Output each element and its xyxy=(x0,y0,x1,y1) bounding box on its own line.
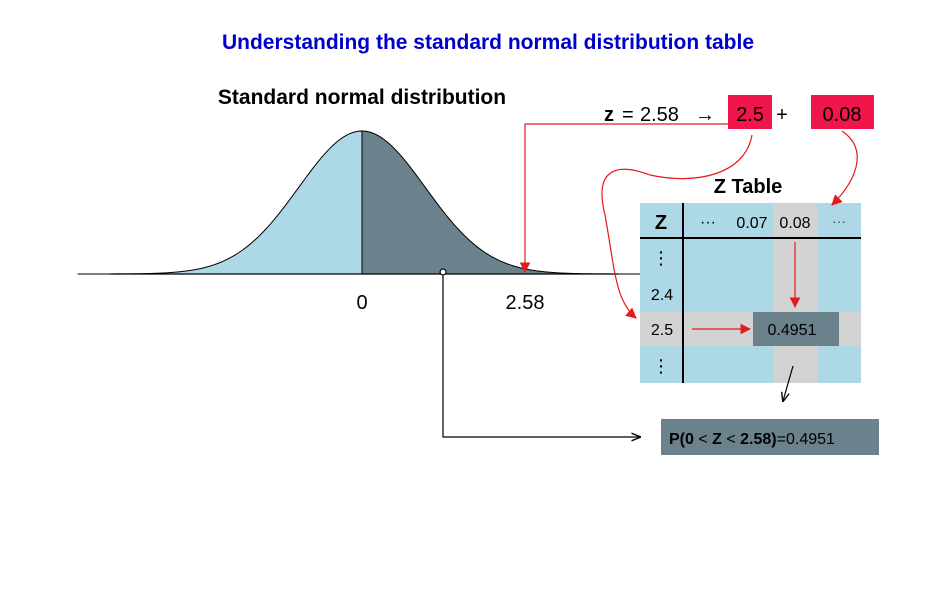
row-part-label: 2.5 xyxy=(736,104,764,126)
ztable-row-2-4: 2.4 xyxy=(651,287,673,304)
z-equation: z = 2.58 → xyxy=(604,104,715,126)
curve-right-area xyxy=(362,131,647,274)
result-text: P(0 < Z < 2.58)=0.4951 xyxy=(669,431,835,448)
z-value: 2.58 xyxy=(640,104,679,126)
result-box xyxy=(661,419,879,455)
z-to-curve-arrow xyxy=(519,123,728,274)
curve-title: Standard normal distribution xyxy=(218,86,506,109)
area-anchor-point xyxy=(439,268,447,276)
ztable-header-z: Z xyxy=(655,212,667,234)
ztable-col-0-08: 0.08 xyxy=(779,215,810,232)
ztable-title: Z Table xyxy=(714,176,783,198)
z-symbol: z xyxy=(604,104,614,126)
ztable-row-dots-top: ⋮ xyxy=(652,248,670,268)
ztable-row-dots-bottom: ⋮ xyxy=(652,356,670,376)
equals-sign: = xyxy=(622,104,634,126)
col-part-to-table-arrow xyxy=(831,130,858,206)
tick-label-zero: 0 xyxy=(356,292,367,314)
result-equals-value: =0.4951 xyxy=(777,431,835,448)
result-close: 2.58) xyxy=(736,431,777,448)
area-to-result-arrow xyxy=(442,275,640,437)
curve-left-area xyxy=(77,131,362,274)
ztable-row-2-5: 2.5 xyxy=(651,322,673,339)
arrow-sign: → xyxy=(695,104,715,126)
ztable-result-cell xyxy=(753,312,839,346)
ztable-cell-value: 0.4951 xyxy=(768,322,817,339)
result-p-open: P(0 xyxy=(669,431,698,448)
ztable-col-more: ··· xyxy=(832,213,846,229)
row-part-box xyxy=(728,95,772,129)
ztable-header-dots: ··· xyxy=(700,214,716,231)
row-part-to-table-arrow xyxy=(601,134,753,319)
page-title: Understanding the standard normal distri… xyxy=(222,31,754,54)
cell-to-result-arrow xyxy=(783,365,794,401)
ztable-body xyxy=(640,203,861,383)
result-lt-1: < xyxy=(698,431,707,448)
col-part-label: 0.08 xyxy=(823,104,862,126)
tick-label-z: 2.58 xyxy=(506,292,545,314)
col-part-box xyxy=(811,95,874,129)
plus-sign: + xyxy=(776,104,788,126)
result-z: Z xyxy=(708,431,727,448)
result-lt-2: < xyxy=(726,431,735,448)
ztable-col-0-07: 0.07 xyxy=(736,215,767,232)
